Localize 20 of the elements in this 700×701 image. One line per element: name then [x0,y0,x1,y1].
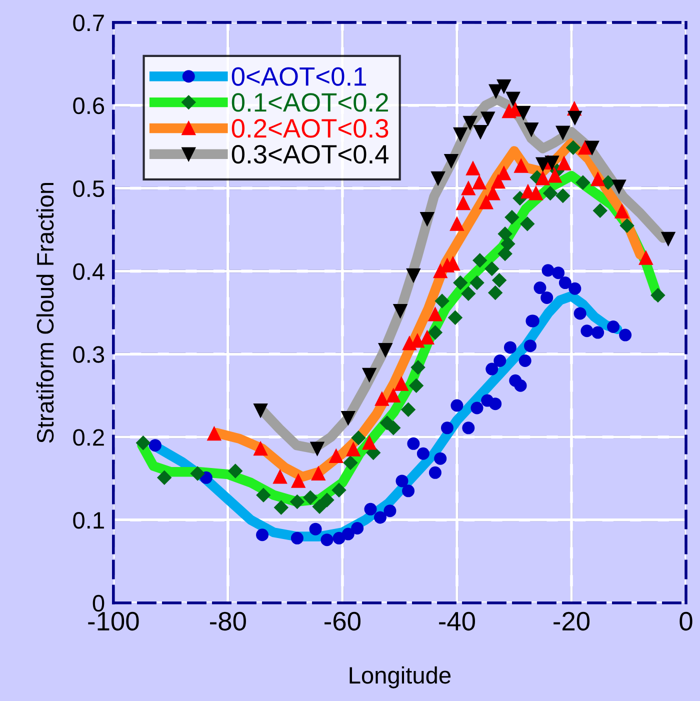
x-tick-label: -80 [210,612,246,631]
y-tick-label: 0.2 [73,429,104,446]
x-tick-label: 0 [680,612,692,631]
x-tick-label: -60 [324,612,360,631]
legend-label: 0<AOT<0.1 [232,67,366,86]
y-axis-title: Stratiform Cloud Fraction [36,182,54,443]
y-tick-label: 0.7 [73,14,104,32]
legend-label: 0.3<AOT<0.4 [232,144,389,164]
x-tick-label: -40 [439,612,475,631]
legend-label: 0.1<AOT<0.2 [232,93,388,112]
x-tick-label: -20 [554,612,590,631]
y-tick-label: 0.5 [73,180,104,198]
legend-label: 0.2<AOT<0.3 [232,119,388,138]
x-tick-label: -100 [88,612,139,631]
y-tick-label: 0 [92,594,104,612]
y-tick-label: 0.4 [73,263,104,280]
x-axis-title: Longitude [350,666,451,688]
y-tick-label: 0.6 [73,97,104,114]
y-tick-label: 0.3 [73,346,104,363]
y-tick-label: 0.1 [73,512,104,529]
